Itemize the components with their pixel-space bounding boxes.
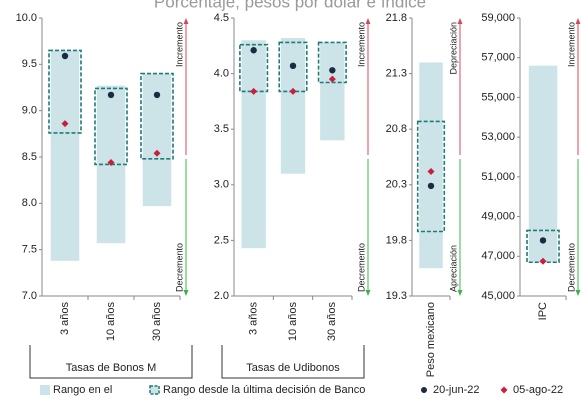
annotation: Apreciación [448, 245, 458, 292]
decision-box [48, 49, 82, 134]
y-tick-label: 59,000 [481, 12, 515, 24]
y-tick-label: 21.8 [386, 12, 407, 24]
legend-swatch [421, 387, 427, 393]
range-bar [50, 50, 80, 261]
group-label: Tasas de Bonos M [66, 362, 157, 374]
x-tick-label: 3 años [248, 302, 260, 336]
y-tick-label: 55,000 [481, 91, 515, 103]
y-tick-label: 45,000 [481, 290, 515, 302]
group-label: Tasas de Udibonos [246, 362, 340, 374]
legend-swatch [500, 386, 508, 394]
y-tick-label: 20.8 [386, 123, 407, 135]
annotation: Depreciación [448, 22, 458, 75]
chart-title: Porcentaje, pesos por dólar e índice [154, 0, 426, 11]
annotation: Incremento [356, 22, 366, 67]
y-tick-label: 51,000 [481, 171, 515, 183]
x-tick-label: 10 años [105, 302, 117, 342]
y-tick-label: 2.5 [214, 234, 229, 246]
arrow-head [575, 18, 581, 24]
x-tick-label: Peso mexicano [425, 302, 437, 377]
diamond-marker [61, 120, 69, 128]
y-tick-label: 4.0 [214, 68, 229, 80]
arrow-head [183, 290, 189, 296]
legend-label: 20-jun-22 [433, 384, 479, 396]
x-tick-label: 10 años [287, 302, 299, 342]
dot-marker [107, 91, 115, 99]
decision-box [416, 120, 446, 233]
range-bar [528, 65, 558, 263]
diamond-marker [107, 159, 115, 167]
y-tick-label: 3.5 [214, 123, 229, 135]
y-tick-label: 53,000 [481, 131, 515, 143]
legend-label: Rango en el [53, 384, 112, 396]
legend-label: Rango desde la última decisión de Banco [163, 384, 365, 396]
diamond-marker [250, 87, 258, 95]
decision-box [140, 72, 174, 160]
arrow-head [365, 18, 371, 24]
x-tick-label: IPC [537, 302, 549, 320]
range-bar [419, 62, 443, 269]
dot-marker [427, 182, 435, 190]
y-tick-label: 10.0 [16, 12, 37, 24]
dot-marker [250, 47, 257, 54]
y-tick-label: 2.0 [214, 290, 229, 302]
dot-marker [329, 67, 336, 74]
y-tick-label: 47,000 [481, 250, 515, 262]
range-bar [280, 38, 306, 174]
dot-marker [61, 52, 69, 60]
legend-swatch [149, 385, 160, 395]
annotation: Decremento [174, 243, 184, 292]
diamond-marker [328, 75, 336, 83]
y-tick-label: 20.3 [386, 179, 407, 191]
legend-label: 05-ago-22 [513, 384, 563, 396]
y-tick-label: 3.0 [214, 179, 229, 191]
y-tick-label: 7.0 [22, 290, 37, 302]
annotation: Incremento [174, 22, 184, 67]
diamond-marker [289, 87, 297, 95]
dot-marker [153, 91, 161, 99]
diamond-marker [539, 257, 547, 265]
x-tick-label: 30 años [151, 302, 163, 342]
y-tick-label: 8.5 [22, 151, 37, 163]
decision-box [239, 43, 269, 93]
arrow-head [183, 18, 189, 24]
arrow-head [365, 290, 371, 296]
y-tick-label: 7.5 [22, 244, 37, 256]
y-tick-label: 19.3 [386, 290, 407, 302]
y-tick-label: 57,000 [481, 52, 515, 64]
y-tick-label: 9.0 [22, 105, 37, 117]
y-tick-label: 21.3 [386, 68, 407, 80]
dot-marker [289, 62, 297, 70]
annotation: Incremento [566, 22, 576, 67]
y-tick-label: 19.8 [386, 234, 407, 246]
range-bar [320, 42, 345, 141]
y-tick-label: 8.0 [22, 197, 37, 209]
diamond-marker [427, 167, 435, 175]
arrow-head [457, 18, 463, 24]
annotation: Decremento [356, 243, 366, 292]
y-tick-label: 49,000 [481, 210, 515, 222]
diamond-marker [153, 149, 161, 157]
y-tick-label: 4.5 [214, 12, 229, 24]
dot-marker [539, 237, 547, 244]
y-tick-label: 9.5 [22, 58, 37, 70]
range-bar [241, 40, 266, 249]
group-bracket [221, 345, 365, 379]
group-bracket [29, 345, 193, 379]
annotation: Decremento [566, 243, 576, 292]
legend-swatch [40, 385, 50, 395]
x-tick-label: 30 años [326, 302, 338, 342]
x-tick-label: 3 años [59, 302, 71, 336]
arrow-head [575, 290, 581, 296]
arrow-head [457, 290, 463, 296]
